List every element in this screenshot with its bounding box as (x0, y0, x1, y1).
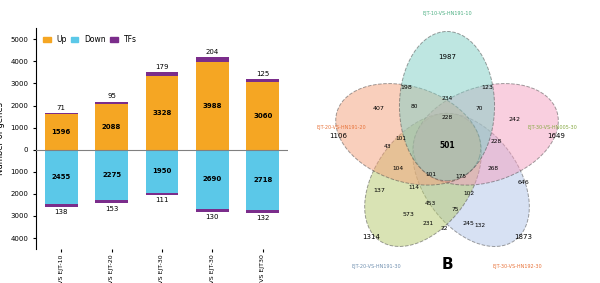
Text: 2718: 2718 (253, 177, 272, 183)
Text: 3328: 3328 (152, 110, 172, 116)
Bar (95, 150, 128, 200)
Ellipse shape (400, 31, 494, 181)
Text: 2088: 2088 (102, 124, 121, 130)
Bar (95, 200, 128, 203)
Bar (196, 150, 229, 209)
Text: 1596: 1596 (52, 129, 71, 135)
Bar (247, 82, 279, 150)
Bar (95, 102, 128, 104)
Text: 102: 102 (463, 191, 474, 196)
Bar (45, 204, 77, 207)
Bar (247, 210, 279, 213)
Text: 123: 123 (482, 85, 494, 90)
Text: 75: 75 (451, 207, 459, 212)
Text: EJT-30-VS-HN192-30: EJT-30-VS-HN192-30 (493, 264, 542, 269)
Text: 1106: 1106 (329, 133, 347, 139)
Text: 1987: 1987 (438, 54, 456, 60)
Text: 114: 114 (409, 185, 420, 190)
Text: 104: 104 (392, 166, 404, 171)
Bar (95, 104, 128, 150)
Ellipse shape (365, 113, 481, 246)
Bar (146, 150, 178, 193)
Bar (247, 150, 279, 210)
Legend: Up, Down, TFs: Up, Down, TFs (40, 32, 140, 47)
Text: 70: 70 (476, 106, 484, 112)
Text: 3060: 3060 (253, 113, 272, 119)
Text: 646: 646 (517, 180, 529, 185)
Text: 43: 43 (383, 144, 391, 149)
Text: 1314: 1314 (362, 233, 380, 240)
Text: 228: 228 (490, 139, 502, 144)
Text: 573: 573 (403, 212, 415, 217)
Ellipse shape (413, 83, 559, 185)
Bar (247, 80, 279, 82)
Text: 204: 204 (206, 49, 219, 55)
Text: EJT-20-VS-HN191-30: EJT-20-VS-HN191-30 (352, 264, 401, 269)
Text: 132: 132 (474, 223, 485, 228)
Text: 268: 268 (488, 166, 499, 171)
Text: 125: 125 (256, 71, 269, 77)
Y-axis label: Number of genes: Number of genes (0, 102, 5, 175)
Ellipse shape (413, 113, 529, 246)
Bar (146, 193, 178, 195)
Bar (196, 62, 229, 150)
Bar (196, 57, 229, 62)
Text: 101: 101 (425, 171, 436, 177)
Text: 231: 231 (422, 220, 434, 226)
Text: 1649: 1649 (547, 133, 565, 139)
Text: 71: 71 (57, 105, 66, 111)
Text: 501: 501 (439, 141, 455, 150)
Text: 234: 234 (442, 96, 452, 100)
Ellipse shape (335, 83, 481, 185)
Text: 245: 245 (463, 220, 475, 226)
Text: EJT-30-VS-HN005-30: EJT-30-VS-HN005-30 (527, 125, 577, 130)
Text: 22: 22 (440, 226, 448, 231)
Text: 2455: 2455 (52, 174, 71, 180)
Text: 153: 153 (105, 205, 118, 211)
Bar (45, 115, 77, 150)
Text: 179: 179 (155, 64, 169, 70)
Text: 132: 132 (256, 215, 269, 221)
Text: 2690: 2690 (203, 176, 222, 183)
Text: 407: 407 (373, 106, 385, 112)
Text: 138: 138 (55, 209, 68, 215)
Text: EJT-20-VS-HN191-20: EJT-20-VS-HN191-20 (317, 125, 366, 130)
Text: 3988: 3988 (203, 103, 222, 109)
Bar (196, 209, 229, 212)
Bar (146, 76, 178, 150)
Text: 1873: 1873 (514, 233, 532, 240)
Text: 242: 242 (509, 117, 521, 122)
Bar (45, 113, 77, 115)
Text: 111: 111 (155, 198, 169, 203)
Text: 130: 130 (206, 214, 219, 220)
Text: 101: 101 (395, 136, 406, 141)
Text: EJT-10-VS-HN191-10: EJT-10-VS-HN191-10 (422, 11, 472, 16)
Text: 175: 175 (455, 174, 466, 179)
Text: 80: 80 (410, 104, 418, 109)
Text: 198: 198 (400, 85, 412, 90)
Text: 95: 95 (107, 93, 116, 99)
Text: 1950: 1950 (152, 168, 172, 174)
Text: 2275: 2275 (102, 172, 121, 178)
Bar (45, 150, 77, 204)
Text: 137: 137 (373, 188, 385, 193)
Text: 453: 453 (425, 201, 436, 207)
Bar (146, 72, 178, 76)
Text: B: B (441, 257, 453, 272)
Text: 228: 228 (442, 115, 452, 119)
